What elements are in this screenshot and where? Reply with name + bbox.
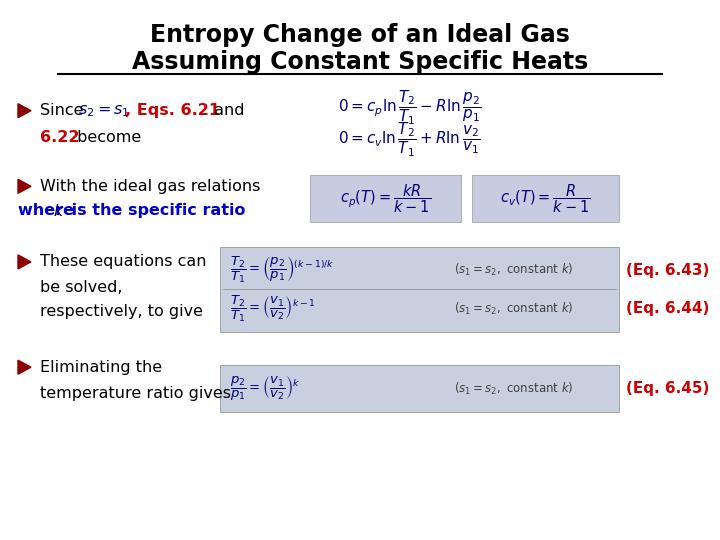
Text: , Eqs. 6.21: , Eqs. 6.21 (125, 103, 220, 118)
Text: be solved,: be solved, (40, 280, 122, 295)
Text: (Eq. 6.45): (Eq. 6.45) (626, 381, 710, 396)
Text: (Eq. 6.43): (Eq. 6.43) (626, 263, 710, 278)
Text: (Eq. 6.44): (Eq. 6.44) (626, 301, 710, 316)
Polygon shape (18, 255, 31, 269)
Text: temperature ratio gives: temperature ratio gives (40, 386, 230, 401)
Text: $\dfrac{p_2}{p_1} = \left(\dfrac{v_1}{v_2}\right)^{k}$: $\dfrac{p_2}{p_1} = \left(\dfrac{v_1}{v_… (230, 374, 301, 403)
Text: $0 = c_p \ln\dfrac{T_2}{T_1} - R\ln\dfrac{p_2}{p_1}$: $0 = c_p \ln\dfrac{T_2}{T_1} - R\ln\dfra… (338, 89, 482, 127)
Text: respectively, to give: respectively, to give (40, 304, 202, 319)
Text: Entropy Change of an Ideal Gas: Entropy Change of an Ideal Gas (150, 23, 570, 47)
Text: With the ideal gas relations: With the ideal gas relations (40, 179, 260, 194)
Polygon shape (18, 179, 31, 193)
Text: $\dfrac{T_2}{T_1} = \left(\dfrac{v_1}{v_2}\right)^{k-1}$: $\dfrac{T_2}{T_1} = \left(\dfrac{v_1}{v_… (230, 293, 316, 324)
FancyBboxPatch shape (220, 365, 619, 412)
Text: $\dfrac{T_2}{T_1} = \left(\dfrac{p_2}{p_1}\right)^{(k-1)/k}$: $\dfrac{T_2}{T_1} = \left(\dfrac{p_2}{p_… (230, 255, 335, 286)
Text: These equations can: These equations can (40, 254, 206, 269)
Text: where: where (18, 203, 80, 218)
Text: $(s_1 = s_2,\ \mathrm{constant}\ k)$: $(s_1 = s_2,\ \mathrm{constant}\ k)$ (454, 381, 573, 396)
Text: $(s_1 = s_2,\ \mathrm{constant}\ k)$: $(s_1 = s_2,\ \mathrm{constant}\ k)$ (454, 262, 573, 278)
Text: $c_p(T) = \dfrac{kR}{k-1}$: $c_p(T) = \dfrac{kR}{k-1}$ (340, 183, 431, 215)
Polygon shape (18, 360, 31, 374)
Text: Since: Since (40, 103, 89, 118)
Text: $(s_1 = s_2,\ \mathrm{constant}\ k)$: $(s_1 = s_2,\ \mathrm{constant}\ k)$ (454, 301, 573, 316)
Text: $k$: $k$ (53, 202, 65, 219)
Text: Eliminating the: Eliminating the (40, 360, 162, 375)
Polygon shape (18, 104, 31, 118)
Text: and: and (209, 103, 244, 118)
Text: is the specific ratio: is the specific ratio (66, 203, 246, 218)
Text: Assuming Constant Specific Heats: Assuming Constant Specific Heats (132, 50, 588, 74)
Text: become: become (72, 130, 141, 145)
Text: 6.22: 6.22 (40, 130, 79, 145)
FancyBboxPatch shape (220, 247, 619, 332)
FancyBboxPatch shape (310, 175, 461, 222)
Text: $0 = c_v \ln\dfrac{T_2}{T_1} + R\ln\dfrac{v_2}{v_1}$: $0 = c_v \ln\dfrac{T_2}{T_1} + R\ln\dfra… (338, 122, 481, 159)
FancyBboxPatch shape (472, 175, 619, 222)
Text: $c_v(T) = \dfrac{R}{k-1}$: $c_v(T) = \dfrac{R}{k-1}$ (500, 183, 590, 215)
Text: $s_2 = s_1$: $s_2 = s_1$ (78, 103, 130, 119)
